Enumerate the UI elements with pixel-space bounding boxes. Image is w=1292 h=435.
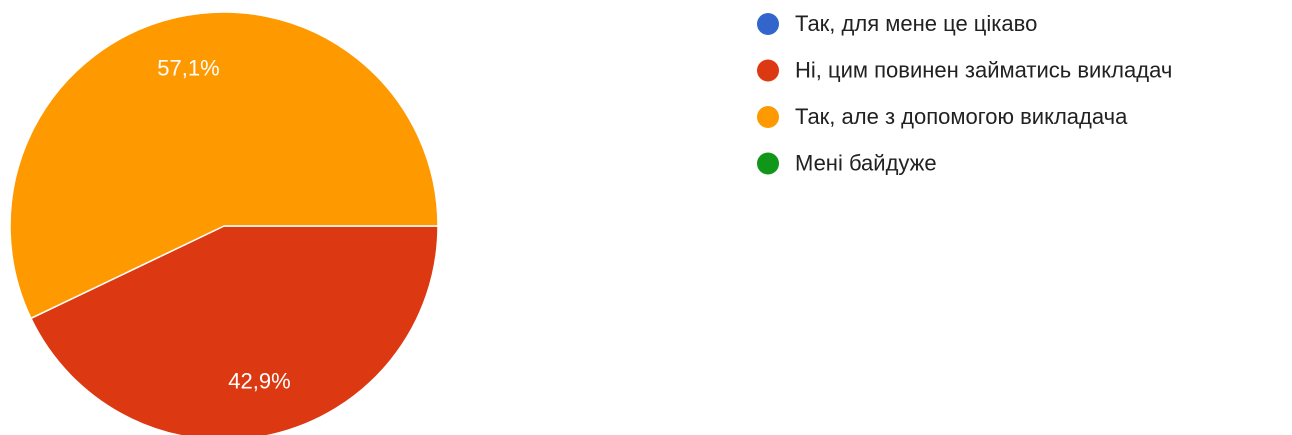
slice-label: 42,9% [228, 368, 290, 393]
legend-label: Так, для мене це цікаво [795, 11, 1037, 36]
legend-label: Мені байдуже [795, 150, 937, 175]
legend-marker [757, 106, 779, 128]
legend-label: Ні, цим повинен займатись викладач [795, 57, 1172, 82]
legend-marker [757, 13, 779, 35]
slice-label: 57,1% [157, 55, 219, 80]
legend-label: Так, але з допомогою викладача [795, 104, 1128, 129]
legend-marker [757, 152, 779, 175]
pie-slice [9, 11, 439, 320]
legend-marker [757, 59, 779, 82]
